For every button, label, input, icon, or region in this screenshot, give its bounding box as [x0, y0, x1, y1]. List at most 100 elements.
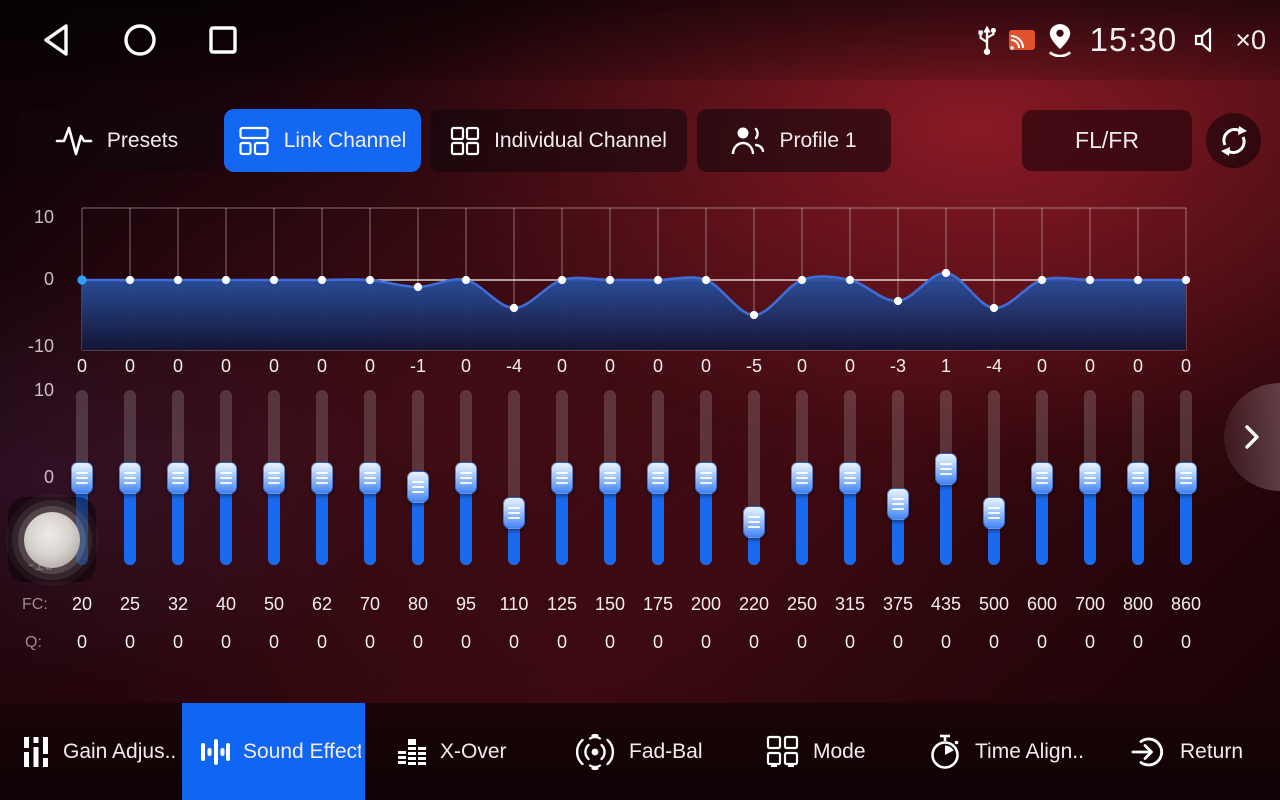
band-slider[interactable] [922, 382, 970, 582]
eq-point[interactable] [1133, 275, 1143, 285]
slider-handle[interactable] [743, 505, 765, 538]
eq-point[interactable] [509, 303, 519, 313]
band-q-value: 0 [604, 632, 615, 652]
band-slider[interactable] [538, 382, 586, 582]
channel-select-button[interactable]: FL/FR [1022, 110, 1192, 171]
eq-point[interactable] [701, 275, 711, 285]
slider-handle[interactable] [215, 462, 237, 494]
recents-button[interactable] [201, 18, 245, 62]
eq-point[interactable] [269, 275, 279, 285]
tab-presets-label: Presets [106, 128, 179, 152]
slider-fill [460, 478, 472, 565]
slider-handle[interactable] [71, 462, 93, 494]
band-slider[interactable] [154, 382, 202, 582]
band-slider[interactable] [394, 382, 442, 582]
slider-fill [844, 478, 856, 565]
back-button[interactable] [34, 18, 78, 62]
slider-handle[interactable] [599, 462, 621, 494]
band-slider[interactable] [442, 382, 490, 582]
band-slider[interactable] [346, 382, 394, 582]
band-slider[interactable] [634, 382, 682, 582]
eq-point[interactable] [461, 275, 471, 285]
eq-point[interactable] [749, 310, 759, 320]
band-gain-value: 0 [652, 356, 663, 376]
eq-point[interactable] [413, 282, 423, 292]
slider-handle[interactable] [647, 462, 669, 494]
slider-handle[interactable] [887, 488, 909, 521]
slider-handle[interactable] [503, 497, 525, 529]
nav-sound-effect[interactable]: Sound Effect [182, 703, 365, 800]
slider-handle[interactable] [695, 462, 717, 494]
tab-individual-channel[interactable]: Individual Channel [430, 109, 687, 172]
band-slider[interactable] [106, 382, 154, 582]
eq-point[interactable] [797, 275, 807, 285]
home-button[interactable] [118, 18, 162, 62]
eq-point[interactable] [845, 275, 855, 285]
slider-handle[interactable] [1127, 462, 1149, 494]
band-slider[interactable] [682, 382, 730, 582]
eq-point[interactable] [1181, 275, 1191, 285]
nav-x-over[interactable]: X-Over [397, 703, 507, 800]
eq-point[interactable] [893, 296, 903, 306]
slider-handle[interactable] [1031, 462, 1053, 494]
band-slider[interactable] [1162, 382, 1210, 582]
nav-time-align[interactable]: Time Align.. [928, 703, 1084, 800]
slider-handle[interactable] [263, 462, 285, 494]
reset-button[interactable] [1206, 113, 1261, 168]
band-slider[interactable] [490, 382, 538, 582]
eq-point[interactable] [365, 275, 375, 285]
slider-fill [1132, 478, 1144, 565]
refresh-icon [1220, 125, 1247, 156]
slider-handle[interactable] [791, 462, 813, 494]
slider-handle[interactable] [119, 462, 141, 494]
band-q-value: 0 [364, 632, 375, 652]
volume-knob-dial[interactable] [24, 511, 80, 568]
eq-point[interactable] [989, 303, 999, 313]
nav-gain-adjust[interactable]: Gain Adjus.. [22, 703, 176, 800]
band-slider[interactable] [970, 382, 1018, 582]
band-slider[interactable] [586, 382, 634, 582]
slider-handle[interactable] [1079, 462, 1101, 494]
band-q-value: 0 [748, 632, 759, 652]
tab-profile[interactable]: Profile 1 [697, 109, 891, 172]
eq-point[interactable] [1085, 275, 1095, 285]
eq-point[interactable] [221, 275, 231, 285]
band-slider[interactable] [826, 382, 874, 582]
slider-handle[interactable] [359, 462, 381, 494]
eq-point[interactable] [1037, 275, 1047, 285]
band-slider[interactable] [1066, 382, 1114, 582]
slider-handle[interactable] [983, 497, 1005, 529]
eq-point[interactable] [77, 275, 87, 285]
slider-handle[interactable] [167, 462, 189, 494]
band-slider[interactable] [250, 382, 298, 582]
tab-link-channel[interactable]: Link Channel [224, 109, 421, 172]
eq-point[interactable] [317, 275, 327, 285]
nav-fad-bal[interactable]: Fad-Bal [574, 703, 703, 800]
band-slider[interactable] [298, 382, 346, 582]
nav-return[interactable]: Return [1131, 703, 1243, 800]
eq-point[interactable] [653, 275, 663, 285]
band-slider[interactable] [874, 382, 922, 582]
tab-presets[interactable]: Presets [18, 109, 215, 172]
eq-point[interactable] [173, 275, 183, 285]
band-slider[interactable] [1018, 382, 1066, 582]
volume-knob[interactable] [8, 497, 96, 582]
nav-mode[interactable]: Mode [766, 703, 866, 800]
slider-handle[interactable] [551, 462, 573, 494]
x-over-icon [398, 738, 426, 765]
slider-handle[interactable] [407, 470, 429, 503]
slider-handle[interactable] [1175, 462, 1197, 494]
eq-point[interactable] [941, 268, 951, 278]
slider-handle[interactable] [935, 453, 957, 486]
band-slider[interactable] [778, 382, 826, 582]
band-slider[interactable] [202, 382, 250, 582]
eq-curve-graph[interactable] [0, 195, 1280, 365]
slider-handle[interactable] [839, 462, 861, 494]
eq-point[interactable] [125, 275, 135, 285]
slider-handle[interactable] [455, 462, 477, 494]
band-slider[interactable] [1114, 382, 1162, 582]
eq-point[interactable] [605, 275, 615, 285]
slider-handle[interactable] [311, 462, 333, 494]
eq-point[interactable] [557, 275, 567, 285]
band-slider[interactable] [730, 382, 778, 582]
